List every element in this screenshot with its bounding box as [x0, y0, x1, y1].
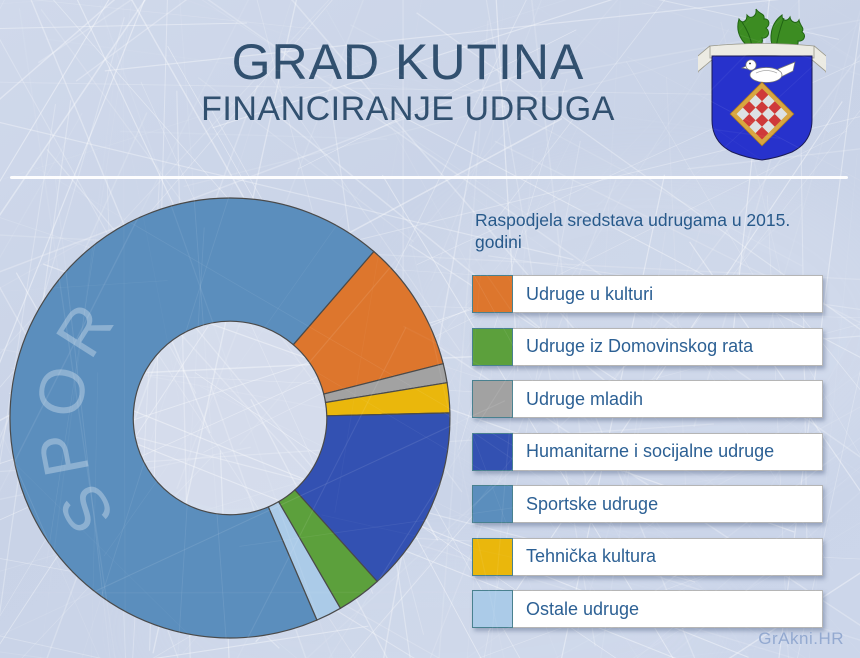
page-title: GRAD KUTINA: [231, 34, 585, 90]
legend-swatch-humanitarne-i-socijalne-udruge: [472, 432, 513, 471]
legend-item-label: Udruge iz Domovinskog rata: [526, 336, 754, 356]
legend-swatch-udruge-iz-domovinskog-rata: [472, 327, 513, 366]
legend-item-label: Ostale udruge: [526, 598, 640, 619]
donut-slice-humanitarne-i-socijalne-udruge: [293, 412, 451, 583]
checkered-diamond: [729, 81, 795, 147]
legend-swatch-sportske-udruge: [472, 485, 513, 523]
donut-slice-sportske-udruge: [9, 197, 375, 639]
legend-rows: Udruge u kulturi Udruge iz Domovinskog r…: [472, 275, 823, 628]
legend-item-udruge-u-kulturi: Udruge u kulturi: [472, 275, 823, 313]
legend-item-udruge-mladih: Udruge mladih: [472, 380, 823, 418]
legend-swatch-udruge-mladih: [472, 380, 513, 418]
legend-item-ostale-udruge: Ostale udruge: [472, 590, 823, 628]
banner-ribbon: [698, 43, 826, 80]
divider-line: [10, 176, 848, 179]
dove-icon: [740, 59, 796, 83]
legend-item-label: Udruge mladih: [526, 388, 644, 409]
legend-item-label: Tehnička kultura: [526, 546, 657, 566]
legend-item-label: Humanitarne i socijalne udruge: [526, 441, 775, 461]
legend-title: Raspodjela sredstava udrugama u 2015. go…: [475, 210, 791, 252]
legend-item-humanitarne-i-socijalne-udruge: Humanitarne i socijalne udruge: [472, 432, 823, 471]
legend-swatch-ostale-udruge: [472, 590, 513, 628]
legend-item-sportske-udruge: Sportske udruge: [472, 485, 823, 523]
legend-item-label: Sportske udruge: [526, 493, 659, 514]
legend-swatch-tehnicka-kultura: [472, 537, 513, 576]
legend-item-tehnicka-kultura: Tehnička kultura: [472, 537, 823, 576]
page-subtitle: FINANCIRANJE UDRUGA: [201, 90, 615, 128]
kutina-coat-of-arms-icon: [698, 8, 826, 161]
oak-leaves-icon: [737, 8, 806, 58]
legend-item-udruge-iz-domovinskog-rata: Udruge iz Domovinskog rata: [472, 327, 823, 366]
legend-item-label: Udruge u kulturi: [526, 283, 654, 304]
legend-swatch-udruge-u-kulturi: [472, 275, 513, 313]
header: GRAD KUTINA FINANCIRANJE UDRUGA: [0, 36, 816, 129]
legend-panel: Raspodjela sredstava udrugama u 2015. go…: [472, 209, 823, 628]
watermark: GrAkni.HR: [758, 629, 844, 648]
